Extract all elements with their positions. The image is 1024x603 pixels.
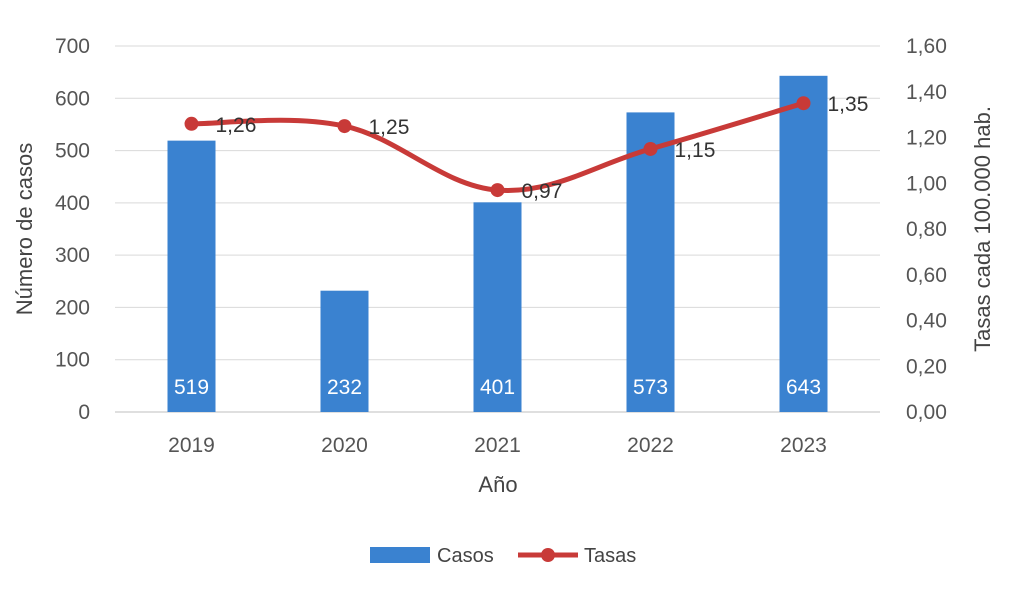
y2-tick-label: 0,40 bbox=[906, 310, 947, 333]
y2-tick-label: 0,20 bbox=[906, 355, 947, 378]
x-axis-title: Año bbox=[478, 472, 517, 497]
y-tick-label: 300 bbox=[55, 244, 90, 267]
x-tick-label: 2022 bbox=[627, 434, 674, 457]
legend-swatch-casos bbox=[370, 547, 430, 563]
legend-marker-tasas bbox=[541, 548, 555, 562]
y-tick-label: 500 bbox=[55, 140, 90, 163]
y2-tick-label: 1,60 bbox=[906, 35, 947, 58]
bar-value-label: 519 bbox=[174, 376, 209, 399]
y-tick-label: 600 bbox=[55, 87, 90, 110]
line-value-label: 1,15 bbox=[675, 139, 716, 162]
line-value-label: 1,25 bbox=[369, 116, 410, 139]
line-point bbox=[796, 96, 811, 111]
bar-value-labels: 519 232 401 573 643 bbox=[174, 376, 821, 399]
line-value-label: 1,26 bbox=[216, 114, 257, 137]
y-tick-label: 700 bbox=[55, 35, 90, 58]
line-point bbox=[490, 183, 505, 198]
y2-tick-label: 1,20 bbox=[906, 127, 947, 150]
bar-value-label: 401 bbox=[480, 376, 515, 399]
line-value-labels: 1,26 1,25 0,97 1,15 1,35 bbox=[216, 93, 869, 203]
bar bbox=[320, 290, 369, 412]
legend-label-tasas: Tasas bbox=[584, 545, 636, 567]
bar bbox=[473, 202, 522, 412]
line-point bbox=[184, 116, 199, 131]
x-tick-label: 2020 bbox=[321, 434, 368, 457]
y2-axis-title: Tasas cada 100.000 hab. bbox=[970, 106, 995, 352]
legend: Casos Tasas bbox=[370, 545, 636, 567]
y2-tick-label: 0,80 bbox=[906, 218, 947, 241]
y2-tick-label: 0,00 bbox=[906, 401, 947, 424]
legend-label-casos: Casos bbox=[437, 545, 494, 567]
bar-value-label: 573 bbox=[633, 376, 668, 399]
bar bbox=[779, 75, 828, 412]
x-tick-label: 2023 bbox=[780, 434, 827, 457]
bar bbox=[626, 112, 675, 412]
line-series-tasas bbox=[184, 96, 811, 198]
y2-tick-label: 1,00 bbox=[906, 172, 947, 195]
y-tick-label: 0 bbox=[78, 401, 90, 424]
bar-series-casos bbox=[167, 75, 828, 412]
y2-tick-label: 0,60 bbox=[906, 264, 947, 287]
right-axis-ticks: 0,00 0,20 0,40 0,60 0,80 1,00 1,20 1,40 1,60 bbox=[906, 35, 947, 424]
y-tick-label: 400 bbox=[55, 192, 90, 215]
y-tick-label: 100 bbox=[55, 349, 90, 372]
bar-value-label: 643 bbox=[786, 376, 821, 399]
line-value-label: 1,35 bbox=[828, 93, 869, 116]
x-tick-label: 2021 bbox=[474, 434, 521, 457]
y-tick-label: 200 bbox=[55, 296, 90, 319]
line-point bbox=[337, 119, 352, 134]
line-value-label: 0,97 bbox=[522, 180, 563, 203]
y-axis-title: Número de casos bbox=[12, 143, 37, 315]
x-tick-label: 2019 bbox=[168, 434, 215, 457]
y2-tick-label: 1,40 bbox=[906, 81, 947, 104]
line-point bbox=[643, 141, 658, 156]
bar-value-label: 232 bbox=[327, 376, 362, 399]
left-axis-ticks: 0 100 200 300 400 500 600 700 bbox=[55, 35, 90, 424]
x-axis-ticks: 2019 2020 2021 2022 2023 bbox=[168, 434, 827, 457]
bar bbox=[167, 140, 216, 412]
